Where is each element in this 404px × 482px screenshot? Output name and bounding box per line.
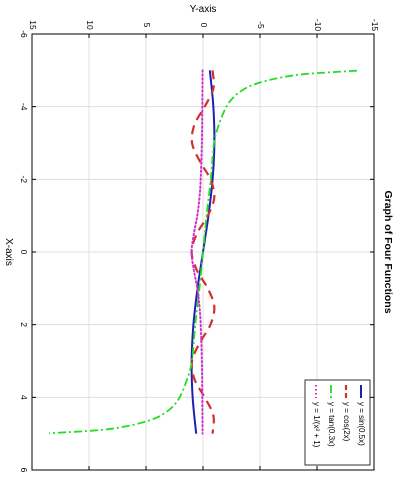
y-tick-label: 0 — [199, 23, 209, 28]
series-line-3 — [49, 69, 357, 435]
x-tick-label: 2 — [19, 322, 29, 327]
y-axis-label: Y-axis — [190, 4, 217, 15]
x-axis-ticks: -6 -4 -2 0 2 4 6 — [19, 30, 374, 473]
x-tick-label: -4 — [19, 103, 29, 111]
legend: y = sin(0.5x) y = cos(2x) y = tan(0.3x) y =… — [304, 379, 371, 466]
x-axis-label: X-axis — [3, 238, 14, 266]
x-tick-label: -2 — [19, 176, 29, 184]
x-tick-label: 0 — [19, 250, 29, 255]
chart-title: Graph of Four Functions — [382, 190, 394, 313]
x-tick-label: 4 — [19, 395, 29, 400]
legend-label-2: y = cos(2x) — [342, 402, 351, 442]
legend-label-4: y = 1/(x² + 1) — [312, 402, 321, 448]
y-tick-label: -15 — [370, 19, 380, 32]
y-axis-ticks: -15 -10 -5 0 5 10 15 — [28, 19, 380, 470]
x-tick-label: -6 — [19, 30, 29, 38]
legend-label-3: y = tan(0.3x) — [327, 402, 336, 447]
series-group — [49, 69, 357, 435]
y-tick-label: -10 — [313, 19, 323, 32]
y-tick-label: 15 — [28, 20, 38, 30]
y-tick-label: -5 — [256, 21, 266, 29]
y-tick-label: 10 — [85, 20, 95, 30]
series-line-4 — [190, 69, 204, 435]
y-tick-label: 5 — [142, 23, 152, 28]
x-tick-label: 6 — [19, 468, 29, 473]
legend-label-1: y = sin(0.5x) — [357, 402, 366, 446]
